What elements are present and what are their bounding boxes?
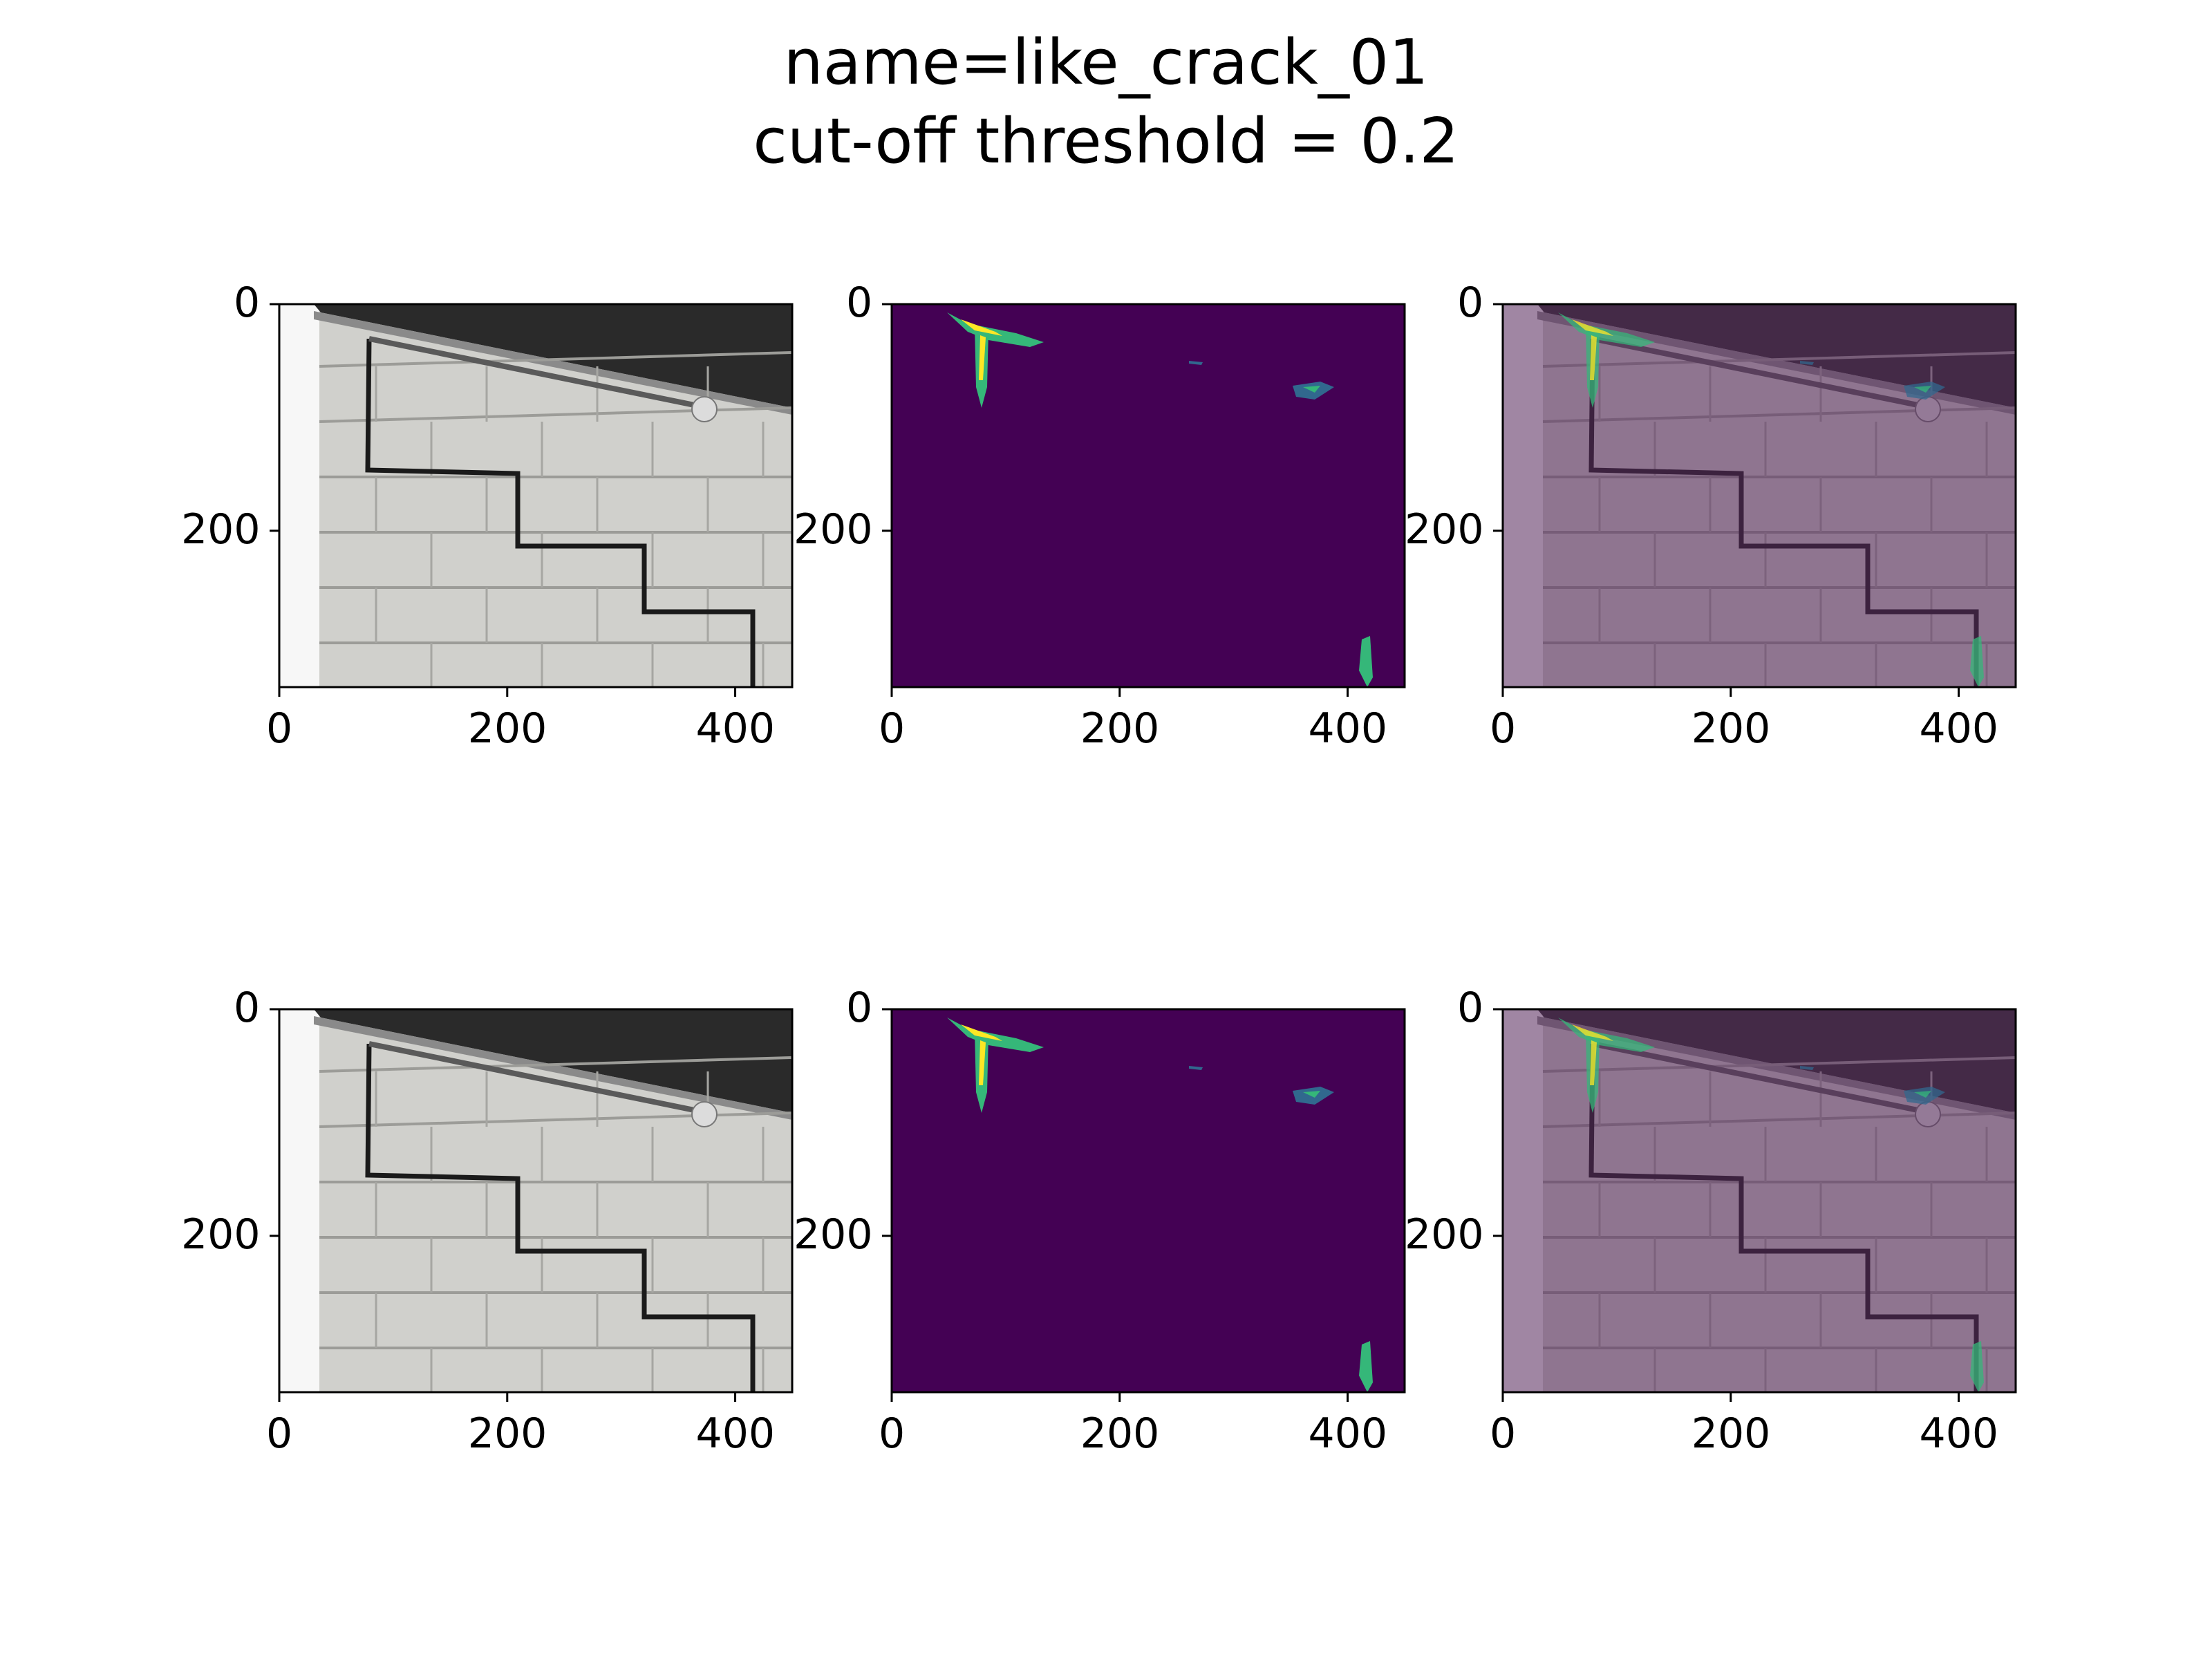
x-tick-label-r2c3-2: 400 bbox=[1919, 1409, 1999, 1458]
x-tick-label-r2c3-1: 200 bbox=[1691, 1409, 1771, 1458]
image-r2c3 bbox=[1493, 1008, 2017, 1402]
x-tick-label-r2c1-1: 200 bbox=[467, 1409, 547, 1458]
y-tick-label-r2c3-1: 200 bbox=[1405, 1210, 1484, 1259]
y-tick-label-r1c1-0: 0 bbox=[234, 279, 261, 327]
figure-title-line2: cut-off threshold = 0.2 bbox=[753, 105, 1459, 178]
x-tick-label-r1c2-1: 200 bbox=[1080, 704, 1160, 753]
x-tick-label-r2c1-2: 400 bbox=[695, 1409, 776, 1458]
x-tick-label-r2c2-2: 400 bbox=[1308, 1409, 1388, 1458]
image-r1c2 bbox=[882, 303, 1406, 697]
image-r1c3 bbox=[1493, 303, 2017, 697]
y-tick-label-r1c2-0: 0 bbox=[846, 279, 873, 327]
y-tick-label-r2c3-0: 0 bbox=[1457, 984, 1484, 1032]
x-tick-label-r2c1-0: 0 bbox=[266, 1409, 293, 1458]
x-tick-label-r2c2-1: 200 bbox=[1080, 1409, 1160, 1458]
x-tick-label-r1c1-1: 200 bbox=[467, 704, 547, 753]
x-tick-label-r1c3-2: 400 bbox=[1919, 704, 1999, 753]
figure-title-line1: name=like_crack_01 bbox=[783, 26, 1429, 99]
y-tick-label-r1c3-0: 0 bbox=[1457, 279, 1484, 327]
y-tick-label-r2c2-0: 0 bbox=[846, 984, 873, 1032]
image-r2c1 bbox=[270, 1008, 794, 1402]
x-tick-label-r1c1-0: 0 bbox=[266, 704, 293, 753]
y-tick-label-r2c1-1: 200 bbox=[181, 1210, 261, 1259]
y-tick-label-r1c2-1: 200 bbox=[794, 505, 873, 554]
y-tick-label-r2c1-0: 0 bbox=[234, 984, 261, 1032]
x-tick-label-r1c2-2: 400 bbox=[1308, 704, 1388, 753]
image-r2c2 bbox=[882, 1008, 1406, 1402]
x-tick-label-r2c3-0: 0 bbox=[1490, 1409, 1517, 1458]
y-tick-label-r2c2-1: 200 bbox=[794, 1210, 873, 1259]
x-tick-label-r1c1-2: 400 bbox=[695, 704, 776, 753]
x-tick-label-r1c3-1: 200 bbox=[1691, 704, 1771, 753]
x-tick-label-r1c2-0: 0 bbox=[879, 704, 906, 753]
x-tick-label-r2c2-0: 0 bbox=[879, 1409, 906, 1458]
x-tick-label-r1c3-0: 0 bbox=[1490, 704, 1517, 753]
image-r1c1 bbox=[270, 303, 794, 697]
y-tick-label-r1c1-1: 200 bbox=[181, 505, 261, 554]
y-tick-label-r1c3-1: 200 bbox=[1405, 505, 1484, 554]
